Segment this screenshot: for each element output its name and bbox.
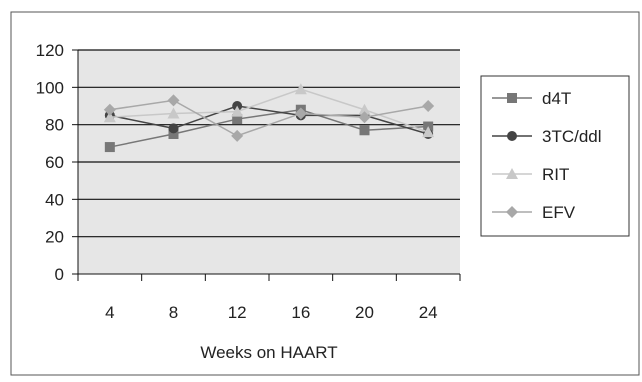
y-tick-label: 100 [36,78,64,97]
data-point [358,111,371,124]
data-point [231,105,244,117]
y-axis-tick-labels: 0 20 40 60 80 100 120 [36,41,64,284]
y-tick-label: 80 [45,116,64,135]
y-tick-label: 120 [36,41,64,60]
y-tick-label: 60 [45,153,64,172]
axes [72,49,461,281]
data-point [358,103,371,115]
series-rit [103,83,435,138]
x-tick-label: 16 [291,303,310,322]
legend-box [480,75,630,237]
data-point [422,126,435,138]
legend-label: EFV [542,203,576,222]
series-line [109,99,429,137]
data-point [167,107,180,119]
series-layer [103,83,435,153]
x-axis-tick-labels: 4 8 12 16 20 24 [105,303,438,322]
x-axis-label: Weeks on HAART [200,343,337,362]
data-point [294,83,307,95]
legend: d4T 3TC/ddl RIT EFV [480,75,630,237]
legend-marker [506,168,518,179]
data-point [103,111,116,123]
data-point [168,123,179,134]
legend-label: RIT [542,165,569,184]
data-point [294,107,307,120]
y-tick-label: 0 [55,265,64,284]
y-tick-label: 20 [45,228,64,247]
data-point [104,142,115,153]
legend-label: d4T [542,89,571,108]
legend-marker [507,93,517,103]
series-efv [103,94,435,142]
legend-marker [506,206,518,218]
data-point [231,129,244,142]
data-point [168,129,179,139]
series-line [109,88,429,133]
series-line [109,105,429,135]
series-line [109,108,429,148]
x-tick-label: 12 [228,303,247,322]
data-point [167,94,180,107]
data-point [422,100,435,112]
data-point [232,114,243,125]
legend-label: 3TC/ddl [542,127,602,146]
y-tick-label: 40 [45,190,64,209]
x-tick-label: 8 [169,303,178,322]
data-point [103,103,116,116]
x-tick-label: 24 [419,303,438,322]
x-tick-label: 4 [105,303,114,322]
data-point [359,125,370,136]
x-tick-label: 20 [355,303,374,322]
legend-marker [507,131,517,141]
